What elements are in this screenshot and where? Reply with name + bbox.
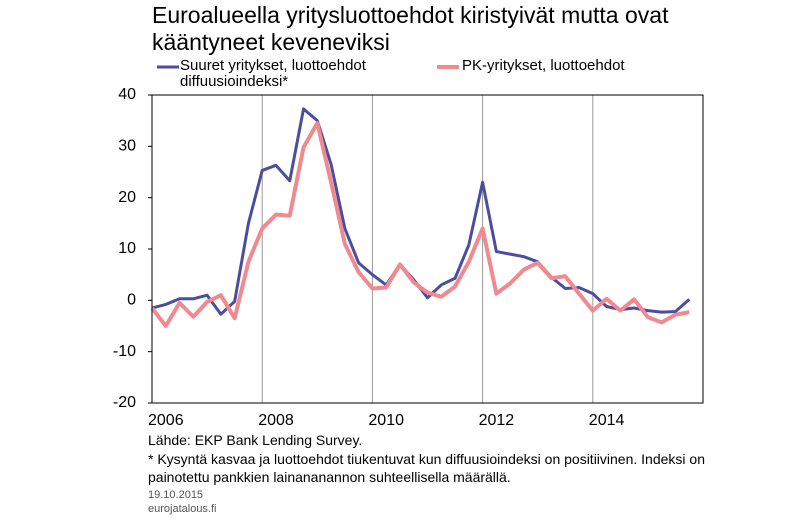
y-tick-label: 10 <box>118 240 136 257</box>
y-tick-label: 0 <box>127 292 136 309</box>
footnote: * Kysyntä kasvaa ja luottoehdot tiukentu… <box>148 451 705 485</box>
plot-frame <box>151 94 704 404</box>
legend-label: PK-yritykset, luottoehdot <box>462 57 625 74</box>
y-tick-label: 20 <box>118 189 136 206</box>
y-tick-label: -20 <box>113 394 136 411</box>
x-tick-label: 2010 <box>368 412 404 429</box>
date: 19.10.2015 <box>148 489 204 501</box>
x-tick-label: 2008 <box>258 412 294 429</box>
series-line <box>151 107 691 316</box>
y-tick-label: -10 <box>113 343 136 360</box>
x-tick-label: 2014 <box>589 412 625 429</box>
site: eurojatalous.fi <box>148 503 217 515</box>
x-tick-label: 2012 <box>479 412 515 429</box>
x-tick-label: 2006 <box>148 412 184 429</box>
legend-label: Suuret yritykset, luottoehdot diffuusioi… <box>180 57 366 90</box>
y-tick-label: 40 <box>118 86 136 103</box>
chart-title: Euroalueella yritysluottoehdot kiristyiv… <box>152 2 669 55</box>
y-tick-label: 30 <box>118 138 136 155</box>
source: Lähde: EKP Bank Lending Survey. <box>148 432 363 448</box>
series-line <box>150 121 690 328</box>
